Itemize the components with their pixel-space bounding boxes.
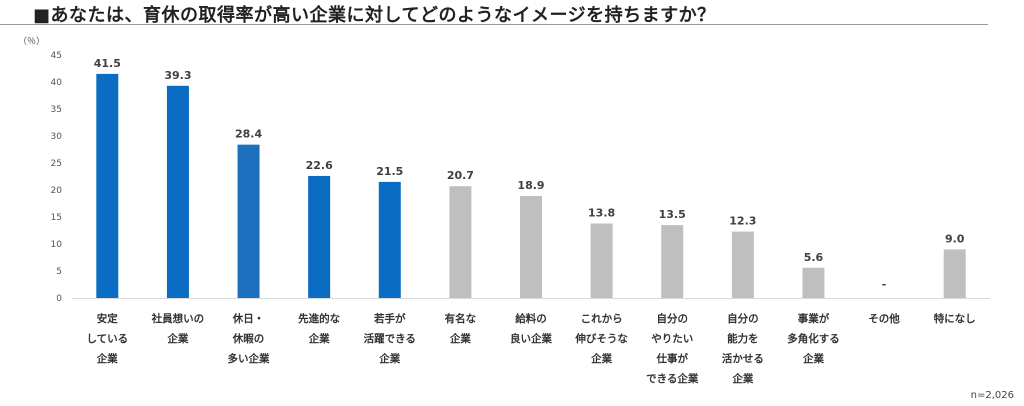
data-label: 28.4: [235, 128, 262, 141]
x-tick-label: 休日・休暇の多い企業: [228, 312, 270, 365]
y-tick-label: 25: [51, 159, 62, 169]
x-tick-label: 自分の能力を活かせる企業: [722, 312, 764, 385]
bar: [166, 85, 189, 298]
data-label: 12.3: [729, 215, 756, 228]
x-tick-label: 事業が多角化する企業: [787, 312, 840, 365]
y-tick-label: 20: [51, 186, 63, 196]
bar: [96, 73, 119, 299]
bar: [237, 144, 260, 298]
bar: [943, 249, 966, 298]
bar: [520, 195, 542, 298]
x-tick-label: 安定している企業: [86, 312, 128, 365]
data-label: 39.3: [164, 69, 191, 82]
x-tick-label: これから伸びそうな企業: [574, 313, 628, 365]
y-tick-label: 40: [51, 78, 63, 88]
chart-title: ■あなたは、育休の取得率が高い企業に対してどのようなイメージを持ちますか？: [33, 5, 716, 26]
bar: [590, 223, 613, 298]
x-tick-label: 自分のやりたい仕事ができる企業: [646, 312, 699, 385]
y-tick-label: 15: [51, 213, 62, 223]
x-tick-label: その他: [868, 312, 900, 325]
data-label: 41.5: [94, 57, 121, 70]
data-label: 13.5: [659, 208, 686, 221]
bar: [308, 175, 331, 298]
x-tick-label: 特になし: [934, 312, 976, 325]
bar: [449, 186, 472, 298]
y-tick-label: 35: [51, 105, 62, 115]
data-label: 5.6: [804, 251, 824, 264]
data-label: 13.8: [588, 206, 615, 219]
x-tick-label: 有名な企業: [445, 312, 477, 345]
x-tick-label: 若手が活躍できる企業: [364, 312, 416, 365]
y-tick-label: 5: [56, 267, 62, 277]
title-divider: [0, 24, 988, 25]
data-label: 9.0: [945, 232, 965, 245]
y-tick-label: 10: [51, 240, 63, 250]
y-tick-label: 45: [51, 51, 62, 61]
y-tick-label: 0: [56, 294, 62, 304]
data-label: 18.9: [517, 179, 544, 192]
sample-size-note: n=2,026: [970, 390, 1014, 401]
data-label: 20.7: [447, 169, 474, 182]
y-tick-label: 30: [51, 132, 63, 142]
bar: [661, 225, 684, 298]
bar: [802, 267, 825, 298]
bar: [731, 231, 754, 298]
data-label: 22.6: [306, 159, 333, 172]
data-label: -: [882, 278, 887, 291]
bar: [378, 181, 401, 298]
x-tick-label: 社員想いの企業: [151, 312, 205, 345]
data-label: 21.5: [376, 165, 403, 178]
x-tick-label: 先進的な企業: [298, 312, 340, 345]
x-tick-label: 給料の良い企業: [510, 312, 552, 345]
y-axis-unit-label: （％）: [18, 36, 45, 47]
